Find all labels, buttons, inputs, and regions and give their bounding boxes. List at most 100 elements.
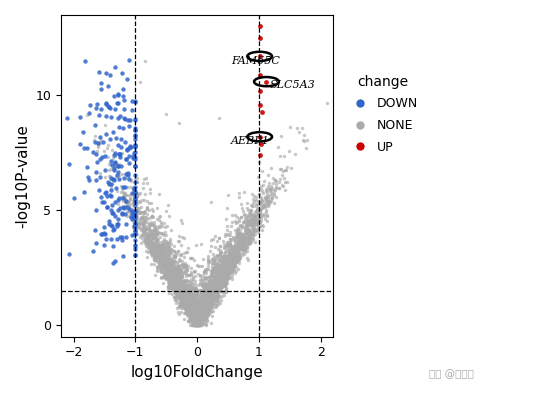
Point: [200, 299, 209, 305]
Point: [204, 258, 213, 264]
Point: [203, 303, 212, 309]
Point: [215, 275, 224, 281]
Point: [174, 291, 183, 297]
Point: [183, 284, 192, 291]
Point: [185, 306, 194, 312]
Point: [196, 316, 205, 322]
Point: [221, 258, 230, 265]
Point: [173, 278, 182, 284]
Point: [250, 220, 258, 226]
Point: [255, 217, 263, 224]
Point: [254, 228, 263, 235]
Point: [219, 267, 228, 273]
Point: [188, 305, 196, 311]
Point: [181, 291, 190, 297]
Point: [216, 286, 225, 293]
Point: [188, 307, 196, 314]
Point: [182, 293, 190, 300]
Point: [146, 247, 155, 254]
Point: [129, 222, 138, 229]
Point: [226, 264, 235, 270]
Point: [242, 235, 251, 242]
Point: [222, 271, 230, 277]
Point: [150, 245, 159, 251]
Point: [153, 231, 162, 238]
Point: [126, 207, 135, 213]
Point: [168, 275, 177, 281]
Point: [194, 307, 202, 313]
Point: [263, 199, 272, 205]
Point: [107, 193, 116, 199]
Point: [165, 264, 174, 270]
Point: [211, 288, 220, 294]
Point: [200, 291, 209, 297]
Point: [246, 202, 255, 208]
Point: [178, 294, 186, 300]
Point: [135, 199, 144, 205]
Point: [193, 301, 202, 307]
Point: [241, 212, 250, 218]
Point: [179, 289, 188, 295]
Point: [216, 243, 224, 249]
Point: [221, 273, 229, 280]
Point: [255, 218, 264, 225]
Point: [166, 270, 175, 276]
Point: [117, 196, 126, 202]
Point: [167, 258, 175, 264]
Point: [162, 111, 170, 117]
Point: [174, 276, 183, 283]
Point: [177, 268, 185, 274]
Point: [206, 284, 214, 290]
Point: [195, 320, 204, 326]
Point: [146, 261, 155, 267]
Point: [210, 254, 219, 260]
Point: [207, 260, 216, 267]
Point: [207, 309, 216, 316]
Point: [146, 228, 155, 234]
Point: [211, 270, 220, 276]
Point: [197, 307, 206, 314]
Point: [208, 296, 217, 302]
Point: [186, 301, 195, 307]
Point: [177, 302, 186, 308]
Point: [236, 241, 245, 247]
Point: [225, 245, 234, 252]
Point: [192, 301, 201, 307]
Point: [179, 261, 188, 268]
Point: [234, 241, 243, 247]
Point: [212, 271, 221, 277]
Point: [177, 276, 185, 283]
Point: [199, 310, 208, 316]
Point: [180, 299, 189, 305]
Point: [188, 304, 197, 310]
Point: [155, 251, 164, 257]
Point: [211, 304, 220, 310]
Point: [195, 277, 204, 284]
Point: [180, 294, 189, 301]
Point: [217, 273, 226, 280]
Point: [147, 214, 156, 221]
Point: [151, 241, 160, 247]
Point: [172, 282, 180, 288]
Point: [175, 271, 184, 278]
Point: [197, 307, 206, 314]
Point: [167, 278, 176, 284]
Point: [227, 266, 235, 273]
Point: [150, 233, 159, 240]
Point: [180, 286, 189, 293]
Point: [173, 290, 182, 296]
Point: [185, 307, 194, 314]
Point: [204, 297, 212, 303]
Point: [177, 302, 186, 308]
Point: [233, 239, 242, 245]
Point: [244, 219, 252, 226]
Point: [144, 248, 152, 255]
Point: [202, 275, 211, 281]
Point: [184, 313, 192, 319]
Point: [198, 288, 207, 294]
Point: [196, 321, 205, 327]
Point: [181, 303, 190, 310]
Point: [187, 296, 196, 302]
Point: [192, 303, 201, 309]
Point: [168, 253, 177, 259]
